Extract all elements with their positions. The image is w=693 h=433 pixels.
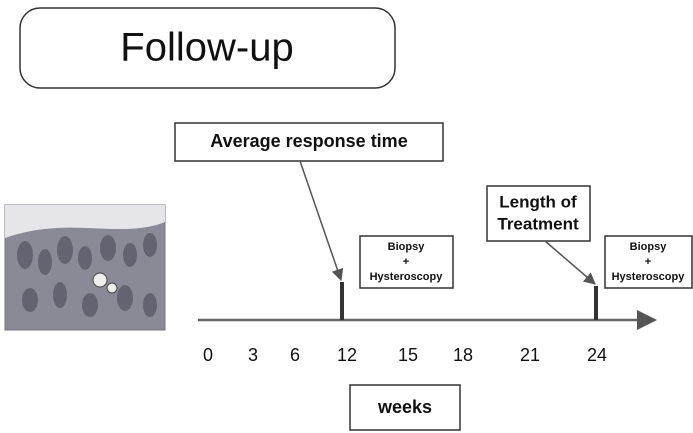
milestone-marker bbox=[340, 282, 344, 320]
tick-label: 18 bbox=[453, 345, 473, 365]
arrow bbox=[300, 161, 341, 280]
tick-label: 0 bbox=[203, 345, 213, 365]
callout-text: Average response time bbox=[210, 131, 407, 151]
callout-text: Length of bbox=[499, 192, 577, 211]
tick-label: 3 bbox=[248, 345, 258, 365]
histology-image bbox=[5, 205, 165, 330]
tick-label: 12 bbox=[337, 345, 357, 365]
tick-label: 21 bbox=[520, 345, 540, 365]
procedure-text: Biopsy bbox=[630, 241, 668, 253]
title: Follow-up bbox=[120, 26, 293, 70]
tick-label: 6 bbox=[290, 345, 300, 365]
procedure-text: Biopsy bbox=[388, 241, 426, 253]
diagram: Follow-up weeks Average response time Len… bbox=[0, 0, 693, 433]
procedure-text: Hysteroscopy bbox=[370, 271, 444, 283]
procedure-text: Hysteroscopy bbox=[612, 271, 686, 283]
procedure-text: + bbox=[645, 256, 651, 268]
callout-text: Treatment bbox=[497, 214, 579, 233]
arrow bbox=[545, 241, 595, 284]
tick-label: 24 bbox=[587, 345, 607, 365]
tick-label: 15 bbox=[398, 345, 418, 365]
milestone-marker bbox=[594, 286, 598, 320]
procedure-text: + bbox=[403, 256, 409, 268]
axis-label: weeks bbox=[377, 397, 432, 417]
